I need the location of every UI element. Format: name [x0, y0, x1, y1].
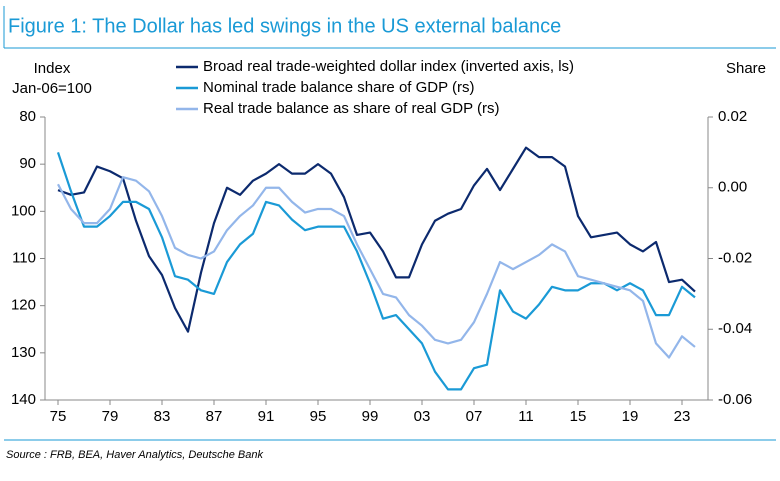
series-line [57, 176, 696, 359]
y-tick-label: 110 [12, 249, 36, 266]
y2-tick-label: 0.02 [718, 108, 747, 125]
y-axis-label: Jan-06=100 [12, 80, 92, 97]
source: Source : FRB, BEA, Haver Analytics, Deut… [6, 449, 263, 461]
x-tick-label: 91 [258, 408, 275, 425]
y2-tick-label: 0.00 [718, 179, 747, 196]
series-line [57, 146, 696, 333]
x-tick-label: 23 [674, 408, 691, 425]
legend-label: Broad real trade-weighted dollar index (… [203, 58, 574, 75]
x-tick-label: 99 [362, 408, 379, 425]
x-tick-label: 95 [310, 408, 327, 425]
x-tick-label: 19 [622, 408, 639, 425]
x-tick-label: 15 [570, 408, 587, 425]
y2-tick-label: -0.06 [718, 391, 752, 408]
y-tick-label: 100 [11, 202, 36, 219]
legend-label: Nominal trade balance share of GDP (rs) [203, 79, 475, 96]
x-tick-label: 75 [50, 408, 67, 425]
y-tick-label: 140 [11, 391, 36, 408]
chart-title: Figure 1: The Dollar has led swings in t… [8, 15, 561, 37]
y-tick-label: 130 [11, 344, 36, 361]
x-tick-label: 87 [206, 408, 223, 425]
series-line [56, 152, 696, 391]
y-tick-label: 120 [11, 297, 36, 314]
y2-tick-label: -0.04 [718, 320, 752, 337]
legend-label: Real trade balance as share of real GDP … [203, 100, 500, 117]
x-tick-label: 03 [414, 408, 431, 425]
y-axis-label: Index [34, 60, 71, 77]
y-tick-label: 90 [19, 155, 36, 172]
y2-tick-label: -0.02 [718, 249, 752, 266]
y2-axis-label: Share [726, 60, 766, 77]
x-tick-label: 83 [154, 408, 171, 425]
x-tick-label: 07 [466, 408, 483, 425]
y-tick-label: 80 [19, 108, 36, 125]
x-tick-label: 79 [102, 408, 119, 425]
x-tick-label: 11 [518, 408, 534, 425]
